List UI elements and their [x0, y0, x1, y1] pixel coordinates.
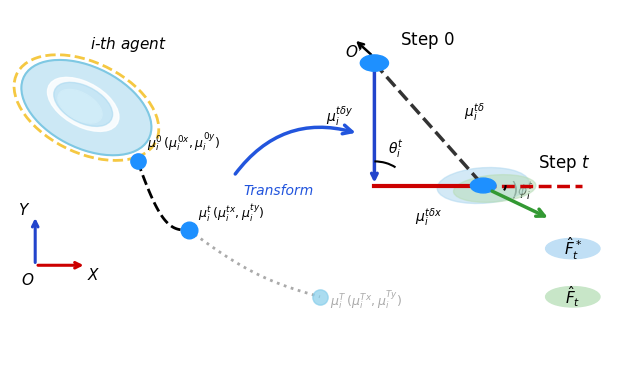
Text: $)$: $)$ [510, 180, 518, 200]
Circle shape [470, 178, 496, 193]
Text: $\mu_i^{t\delta}$: $\mu_i^{t\delta}$ [464, 102, 485, 124]
Text: $\mu_i^{t\delta y}$: $\mu_i^{t\delta y}$ [326, 105, 353, 129]
Text: $X$: $X$ [88, 266, 100, 283]
Ellipse shape [58, 89, 102, 123]
Text: $\mu_i^t\,(\mu_i^{tx},\mu_i^{ty})$: $\mu_i^t\,(\mu_i^{tx},\mu_i^{ty})$ [198, 203, 265, 224]
Ellipse shape [545, 286, 600, 307]
Ellipse shape [54, 82, 113, 127]
Text: $\theta_i^t$: $\theta_i^t$ [388, 138, 404, 160]
Ellipse shape [47, 77, 119, 131]
Text: $O$: $O$ [21, 272, 34, 288]
Text: $\hat{F}_t$: $\hat{F}_t$ [565, 285, 580, 309]
Text: $\!\phi_i^t$: $\!\phi_i^t$ [518, 180, 534, 202]
Ellipse shape [454, 175, 536, 202]
Text: $\hat{F}_t^*$: $\hat{F}_t^*$ [564, 235, 582, 262]
Text: $\mu_i^0\,(\mu_i^{0x},\mu_i^{0y})$: $\mu_i^0\,(\mu_i^{0x},\mu_i^{0y})$ [147, 132, 220, 154]
Text: $\mu_i^T\,(\mu_i^{Tx},\mu_i^{Ty})$: $\mu_i^T\,(\mu_i^{Tx},\mu_i^{Ty})$ [330, 289, 402, 312]
Text: $\mu_i^{t\delta x}$: $\mu_i^{t\delta x}$ [415, 206, 442, 229]
Ellipse shape [437, 168, 529, 203]
Text: $i$-th agent: $i$-th agent [90, 35, 166, 54]
Text: Step $0$: Step $0$ [400, 30, 454, 51]
Circle shape [360, 55, 388, 71]
Ellipse shape [21, 60, 152, 155]
FancyArrowPatch shape [236, 125, 352, 174]
Ellipse shape [545, 239, 600, 259]
Text: Step $t$: Step $t$ [538, 153, 590, 174]
Text: Transform: Transform [243, 184, 314, 198]
Text: $Y$: $Y$ [17, 201, 30, 218]
FancyArrowPatch shape [492, 191, 545, 216]
Text: $O'$: $O'$ [345, 45, 363, 61]
